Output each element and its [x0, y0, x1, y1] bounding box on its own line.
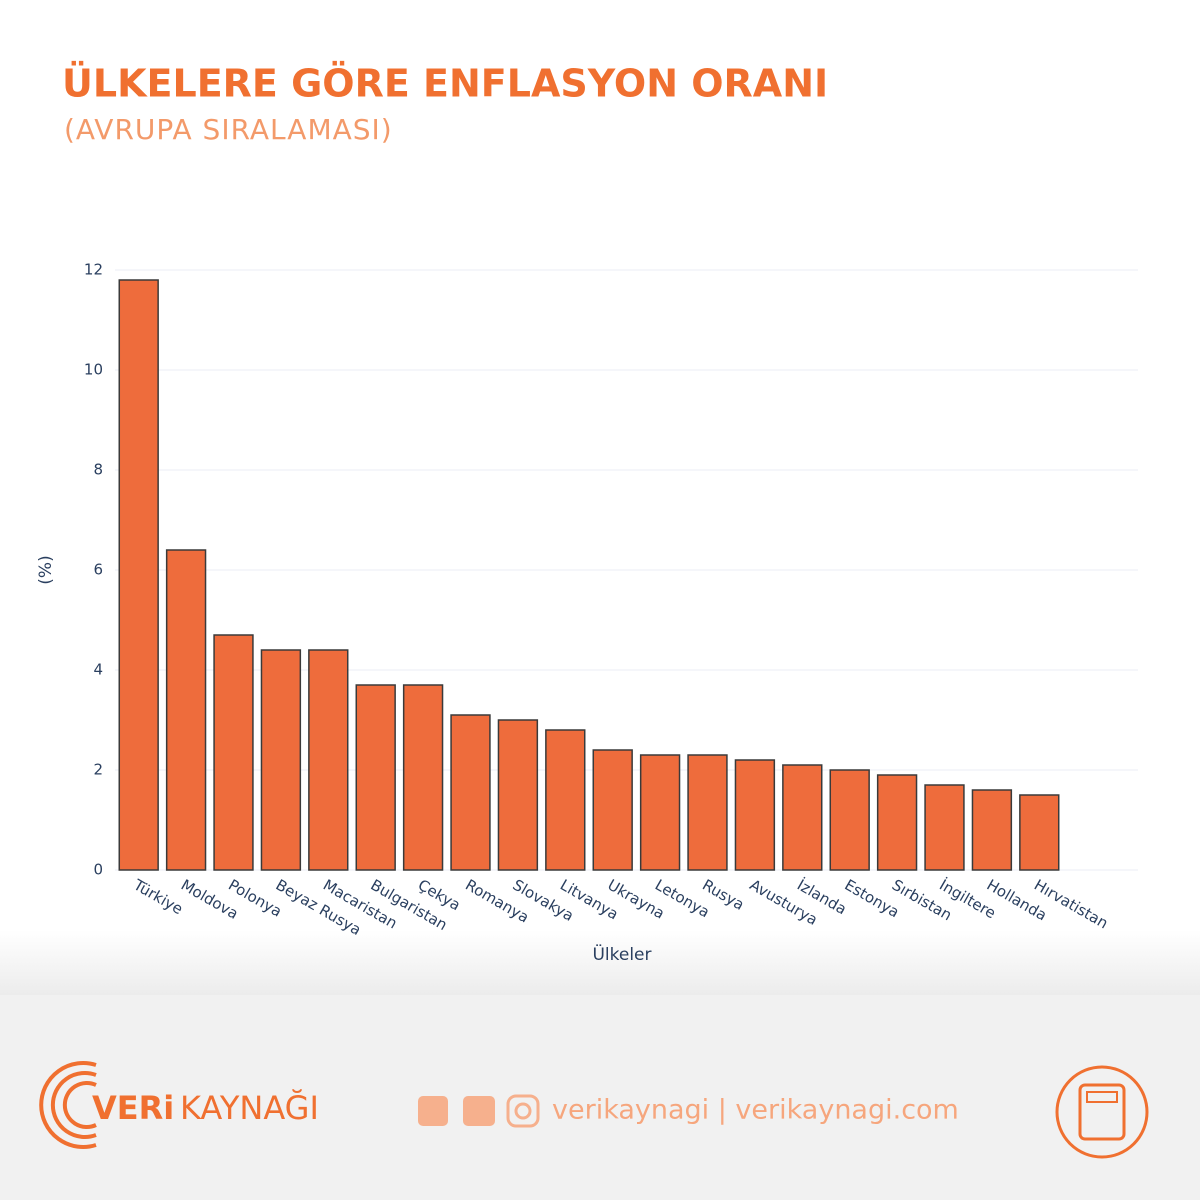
instagram-icon [506, 1094, 540, 1128]
bar [213, 634, 254, 871]
bar [1019, 794, 1060, 871]
y-tick-label: 8 [93, 461, 103, 479]
bar [260, 649, 302, 871]
bar [545, 729, 586, 871]
bar [687, 754, 728, 871]
logo [39, 1061, 97, 1149]
logo-arc [50, 1071, 97, 1139]
calculator-icon [1055, 1065, 1149, 1159]
bar [876, 774, 918, 871]
bar [639, 754, 681, 871]
bar [450, 714, 491, 871]
y-tick-label: 0 [93, 861, 103, 879]
y-tick-label: 6 [93, 561, 103, 579]
x-axis-label: Ülkeler [592, 943, 651, 965]
facebook-icon [418, 1096, 448, 1126]
bar [402, 684, 444, 871]
bar [308, 649, 349, 871]
calculator-screen [1086, 1091, 1118, 1103]
bar [971, 789, 1013, 871]
logo-arc [62, 1081, 97, 1129]
bar [924, 784, 965, 871]
brand-bold: VERi [92, 1089, 174, 1127]
brand: KAYNAĞI [180, 1088, 319, 1127]
bar [118, 279, 159, 871]
bar [592, 749, 633, 871]
social: verikaynagi | verikaynagi.com [552, 1095, 959, 1126]
footer [0, 995, 1200, 1200]
chart-title: ÜLKELERE GÖRE ENFLASYON ORANI [62, 62, 828, 106]
bar [497, 719, 539, 871]
fade [0, 930, 1200, 995]
y-axis-label: (%) [36, 555, 56, 584]
bar [782, 764, 823, 871]
instagram-lens [514, 1102, 532, 1120]
y-tick-label: 10 [84, 361, 103, 379]
twitter-icon [463, 1096, 495, 1126]
chart-subtitle: (AVRUPA SIRALAMASI) [64, 113, 393, 146]
bar [355, 684, 396, 871]
calculator-body [1078, 1083, 1126, 1141]
y-tick-label: 4 [93, 661, 103, 679]
bar [165, 549, 207, 871]
y-tick-label: 2 [93, 761, 103, 779]
y-tick-label: 12 [84, 261, 103, 279]
bar [829, 769, 870, 871]
logo-arc [39, 1061, 97, 1149]
bar [734, 759, 776, 871]
